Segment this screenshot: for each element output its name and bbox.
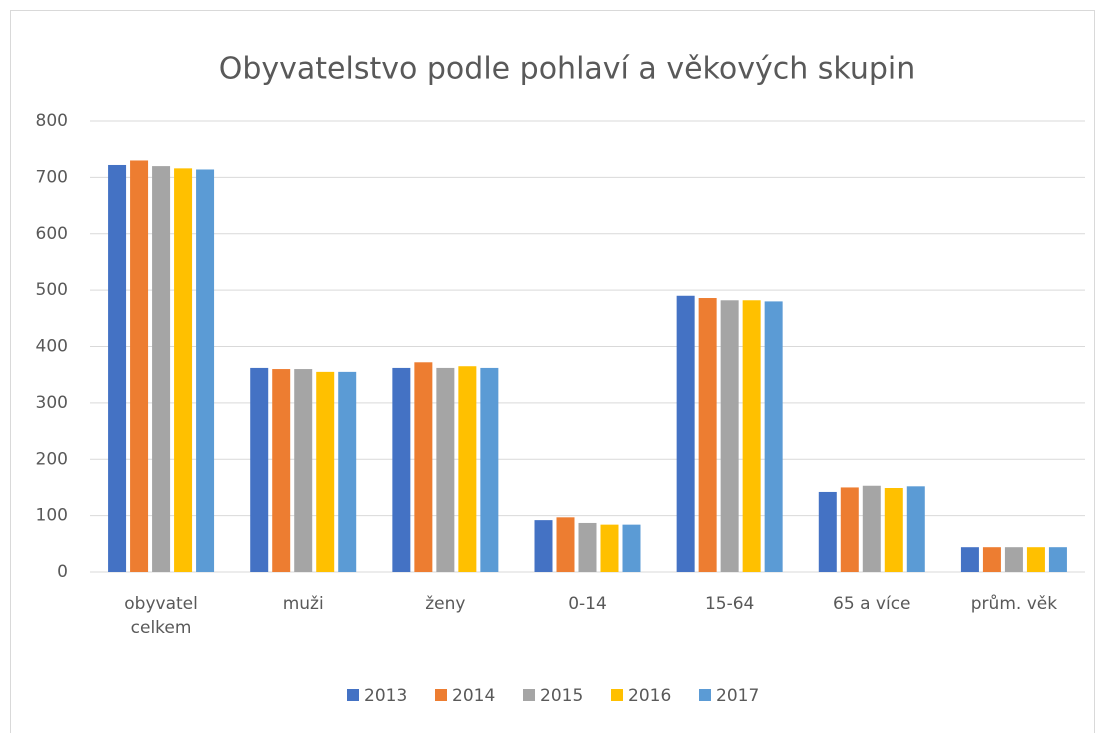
x-tick-label: 15-64: [704, 594, 755, 614]
bar: [108, 164, 127, 572]
y-tick-label: 400: [36, 337, 68, 357]
bar: [698, 298, 717, 572]
y-tick-label: 200: [36, 449, 68, 469]
legend-swatch: [523, 689, 535, 701]
legend-swatch: [611, 689, 623, 701]
y-tick-label: 800: [36, 111, 68, 131]
bar: [272, 369, 291, 572]
legend-swatch: [699, 689, 711, 701]
bar: [764, 301, 783, 572]
bar: [1004, 547, 1023, 572]
bar: [960, 547, 979, 572]
bar: [742, 300, 761, 572]
bar: [556, 517, 575, 572]
bar: [676, 295, 695, 572]
y-tick-label: 600: [36, 224, 68, 244]
bar: [862, 485, 881, 572]
bar: [982, 547, 1001, 572]
bar: [250, 367, 269, 572]
bar: [818, 491, 837, 572]
legend-swatch: [347, 689, 359, 701]
bar: [458, 366, 477, 572]
bar: [1048, 547, 1067, 572]
bar: [294, 369, 313, 572]
bar: [600, 524, 619, 572]
x-tick-label: prům. věk: [970, 594, 1058, 614]
bar: [414, 362, 433, 572]
y-tick-label: 700: [36, 167, 68, 187]
bar: [196, 169, 215, 573]
legend-label: 2015: [540, 686, 583, 706]
y-tick-label: 500: [36, 280, 68, 300]
bar: [622, 524, 641, 572]
chart-title: Obyvatelstvo podle pohlaví a věkových sk…: [219, 52, 916, 87]
bar: [534, 520, 553, 572]
bar: [152, 166, 171, 572]
legend-label: 2013: [364, 686, 407, 706]
bar: [840, 487, 859, 572]
bar: [1026, 547, 1045, 572]
bar: [578, 522, 597, 572]
legend-label: 2016: [628, 686, 671, 706]
bar: [480, 367, 499, 572]
y-tick-label: 100: [36, 506, 68, 526]
x-tick-label: ženy: [425, 594, 466, 614]
x-tick-label: 65 a více: [833, 594, 911, 614]
bar: [316, 371, 335, 572]
x-tick-label: 0-14: [568, 594, 607, 614]
legend-label: 2017: [716, 686, 759, 706]
x-tick-label: muži: [282, 594, 324, 614]
y-tick-label: 0: [57, 562, 68, 582]
x-tick-label: obyvatel celkem: [124, 594, 198, 638]
bar: [392, 367, 411, 572]
bar: [130, 160, 149, 572]
bar: [720, 300, 739, 572]
legend-label: 2014: [452, 686, 495, 706]
legend-swatch: [435, 689, 447, 701]
bar: [174, 168, 193, 573]
bar: [338, 371, 357, 572]
y-tick-label: 300: [36, 393, 68, 413]
bar: [884, 488, 903, 572]
bar: [436, 367, 455, 572]
bar: [906, 486, 925, 572]
